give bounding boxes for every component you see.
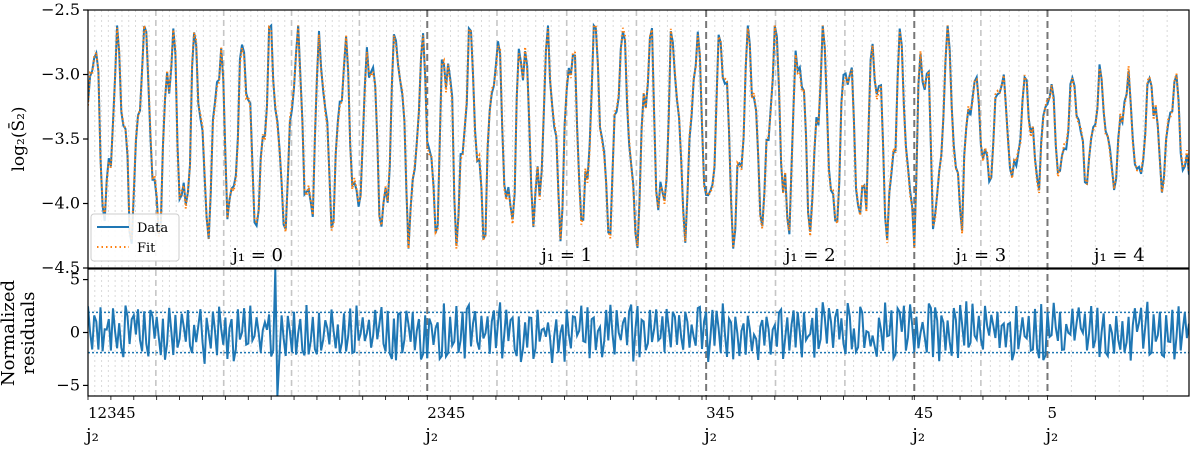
bottom-y-ticks: 5 0 −5 <box>56 270 88 394</box>
top-y-tick-label: −3.0 <box>41 65 80 84</box>
group-label: j₁ = 2 <box>783 245 836 266</box>
legend-fit-label: Fit <box>137 241 156 256</box>
top-panel-series <box>88 22 1189 249</box>
top-y-tick-label: −4.0 <box>41 194 80 213</box>
top-y-label: log₂(S̄₂) <box>7 106 29 171</box>
series-data-line <box>88 22 1189 249</box>
bottom-y-label: Normalized <box>0 280 19 386</box>
top-y-tick-label: −2.5 <box>41 0 80 19</box>
x-tick-group-label: 345 <box>706 404 735 422</box>
legend: Data Fit <box>90 213 180 262</box>
x-tick-group-label: 45 <box>914 404 933 422</box>
bottom-y-tick-label: 5 <box>70 270 80 289</box>
bottom-y-tick-label: 0 <box>70 323 80 342</box>
x-tick-group-label: 12345 <box>88 404 136 422</box>
x-ticks: 12345 j₂ 2345 j₂ 345 j₂ 45 j₂ 5 j₂ <box>84 396 1144 446</box>
top-y-tick-label: −4.5 <box>41 258 80 277</box>
x-axis-label: j₂ <box>702 425 717 446</box>
group-label: j₁ = 3 <box>953 245 1006 266</box>
group-label: j₁ = 1 <box>539 245 592 266</box>
group-label: j₁ = 0 <box>230 245 283 266</box>
series-fit-line <box>88 24 1189 249</box>
x-tick-group-label: 2345 <box>427 404 465 422</box>
x-axis-label: j₂ <box>423 425 438 446</box>
legend-box <box>90 213 180 262</box>
series-residual-line <box>88 269 1189 396</box>
top-y-ticks: −2.5 −3.0 −3.5 −4.0 −4.5 <box>41 0 88 277</box>
x-axis-label: j₂ <box>1043 425 1058 446</box>
x-axis-label: j₂ <box>84 425 99 446</box>
legend-data-label: Data <box>137 221 168 236</box>
residual-panel-series <box>88 269 1189 396</box>
bottom-y-tick-label: −5 <box>56 375 80 394</box>
group-labels: j₁ = 0 j₁ = 1 j₁ = 2 j₁ = 3 j₁ = 4 <box>230 245 1144 266</box>
x-axis-label: j₂ <box>910 425 925 446</box>
x-tick-group-label: 5 <box>1047 404 1057 422</box>
top-y-tick-label: −3.5 <box>41 129 80 148</box>
bottom-y-label-2: residuals <box>18 291 39 374</box>
group-label: j₁ = 4 <box>1092 245 1145 266</box>
